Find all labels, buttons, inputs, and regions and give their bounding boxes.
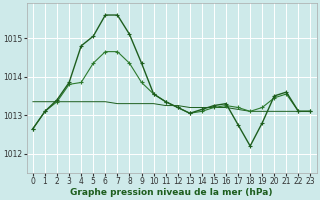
X-axis label: Graphe pression niveau de la mer (hPa): Graphe pression niveau de la mer (hPa) (70, 188, 273, 197)
